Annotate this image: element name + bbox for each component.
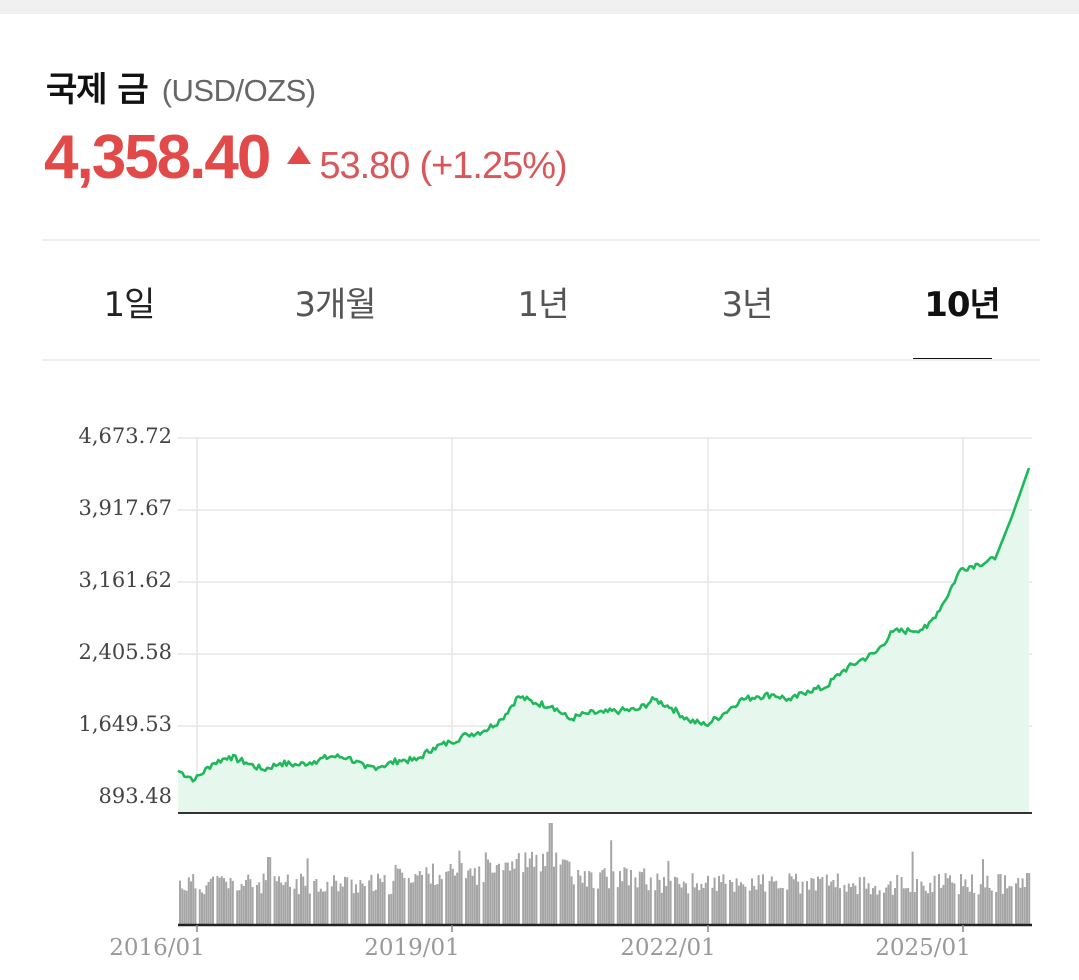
y-tick-label: 893.48 <box>98 784 172 808</box>
y-tick-label: 1,649.53 <box>78 711 172 736</box>
y-tick-label: 4,673.72 <box>78 424 172 448</box>
tabs-divider <box>42 359 1040 361</box>
tab-label: 3년 <box>721 284 774 325</box>
instrument-unit: (USD/OZS) <box>161 73 316 108</box>
price-line <box>177 467 1031 783</box>
tab-1day[interactable]: 1일 <box>74 242 184 360</box>
y-tick-label: 3,161.62 <box>78 568 172 592</box>
tab-1year[interactable]: 1년 <box>488 242 598 360</box>
tab-label: 1년 <box>517 284 570 325</box>
price-change: 53.80 <box>319 145 410 187</box>
header-divider <box>42 239 1040 241</box>
x-tick-label: 2016/01 <box>109 935 205 961</box>
tab-label: 3개월 <box>294 284 376 325</box>
tab-3years[interactable]: 3년 <box>692 242 802 360</box>
x-tick-label: 2025/01 <box>875 935 971 961</box>
price-row: 4,358.40 53.80 (+1.25%) <box>44 122 568 193</box>
up-triangle-icon <box>287 146 312 164</box>
top-status-band <box>0 0 1079 14</box>
volume-bars <box>179 823 1031 925</box>
x-tick-label: 2019/01 <box>364 935 460 961</box>
price-change-percent: (+1.25%) <box>419 145 567 187</box>
period-tabs: 1일 3개월 1년 3년 10년 <box>42 242 1040 361</box>
tab-label: 1일 <box>103 284 156 325</box>
y-tick-label: 2,405.58 <box>78 639 172 664</box>
instrument-header: 국제 금 (USD/OZS) <box>46 62 316 111</box>
y-tick-label: 3,917.67 <box>78 496 172 520</box>
tab-10years[interactable]: 10년 <box>902 242 1022 360</box>
tab-3months[interactable]: 3개월 <box>270 242 400 360</box>
x-tick-label: 2022/01 <box>620 935 716 961</box>
instrument-title: 국제 금 <box>46 70 149 110</box>
current-price: 4,358.40 <box>44 123 271 192</box>
price-area-fill <box>178 468 1029 813</box>
tab-label: 10년 <box>924 284 1001 325</box>
x-tick-marks <box>196 925 964 932</box>
